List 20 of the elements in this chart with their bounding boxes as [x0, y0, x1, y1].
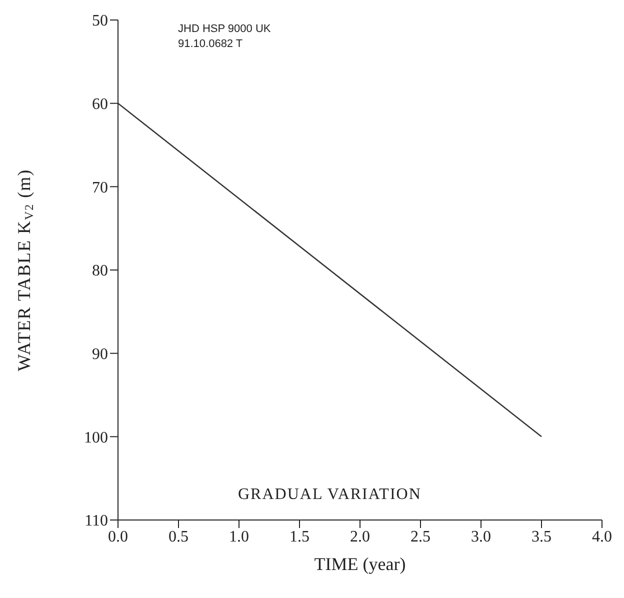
y-tick-label: 60 — [92, 96, 108, 114]
x-tick-label: 4.0 — [592, 528, 612, 546]
y-tick-label: 70 — [92, 179, 108, 196]
x-axis-title: TIME (year) — [314, 554, 406, 574]
x-tick-label: 1.0 — [229, 528, 249, 546]
y-tick-label: 80 — [92, 262, 108, 280]
y-tick-label: 100 — [84, 429, 108, 446]
annotation: JHD HSP 9000 UK — [178, 22, 271, 37]
annotation: 91.10.0682 T — [178, 37, 244, 52]
x-tick-label: 1.5 — [290, 528, 310, 546]
x-tick-label: 3.0 — [471, 528, 491, 546]
y-tick-label: 110 — [84, 512, 108, 530]
x-tick-label: 0.0 — [108, 528, 128, 546]
y-tick-label: 50 — [92, 12, 108, 30]
x-tick-label: 2.0 — [350, 528, 370, 546]
x-tick-label: 2.5 — [410, 528, 430, 546]
x-tick-label: 3.5 — [532, 528, 552, 546]
annotation: GRADUAL VARIATION — [238, 486, 422, 504]
x-tick-label: 0.5 — [168, 528, 188, 546]
y-tick-label: 90 — [92, 346, 108, 364]
